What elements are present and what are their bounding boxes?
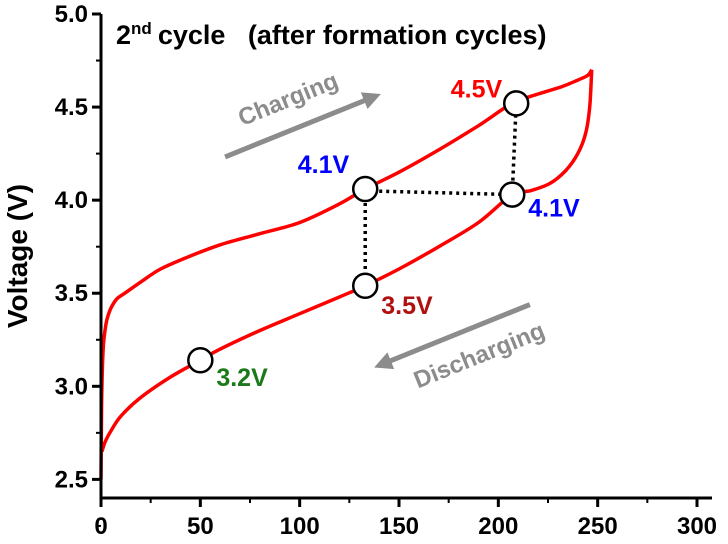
title-superscript: nd: [131, 19, 152, 38]
voltage-marker-label: 4.5V: [451, 75, 503, 103]
title-main: cycle (after formation cycles): [158, 20, 547, 50]
x-tick-label: 150: [379, 513, 419, 539]
charging-label: Charging: [234, 67, 342, 131]
discharging-arrow-shaft: [386, 302, 531, 365]
dotted-guide-line: [510, 103, 518, 195]
charging-arrow-shaft: [224, 96, 369, 160]
voltage-marker-label: 3.5V: [381, 292, 433, 320]
voltage-marker-label: 4.1V: [298, 151, 350, 179]
discharging-label: Discharging: [410, 317, 549, 394]
y-axis-label: Voltage (V): [2, 184, 33, 328]
voltage-marker: [498, 181, 526, 208]
voltage-marker-label: 4.1V: [528, 195, 580, 223]
x-tick-label: 200: [478, 513, 518, 539]
x-tick-label: 100: [280, 513, 320, 539]
y-tick-label: 4.0: [55, 187, 88, 214]
chart-title: 2nd cycle (after formation cycles): [116, 19, 546, 50]
y-tick-label: 2.5: [55, 466, 88, 493]
voltage-marker: [351, 175, 379, 203]
y-tick-label: 3.0: [55, 373, 88, 400]
x-tick-label: 300: [677, 513, 717, 539]
dotted-guide-line: [365, 189, 513, 197]
voltage-marker: [502, 90, 530, 117]
charging-arrow-head: [360, 92, 381, 110]
title-prefix: 2: [116, 20, 131, 50]
y-tick-label: 5.0: [55, 1, 88, 28]
discharging-arrow-head: [374, 352, 395, 370]
x-tick-label: 250: [578, 513, 618, 539]
charging-annotation: Charging: [224, 67, 381, 160]
voltage-marker: [187, 346, 214, 374]
y-tick-label: 4.5: [55, 94, 88, 121]
x-tick-label: 50: [187, 513, 214, 539]
y-tick-label: 3.5: [55, 280, 88, 307]
voltage-marker-label: 3.2V: [216, 364, 268, 392]
charge-curve: [99, 68, 594, 480]
voltage-marker: [351, 272, 379, 300]
